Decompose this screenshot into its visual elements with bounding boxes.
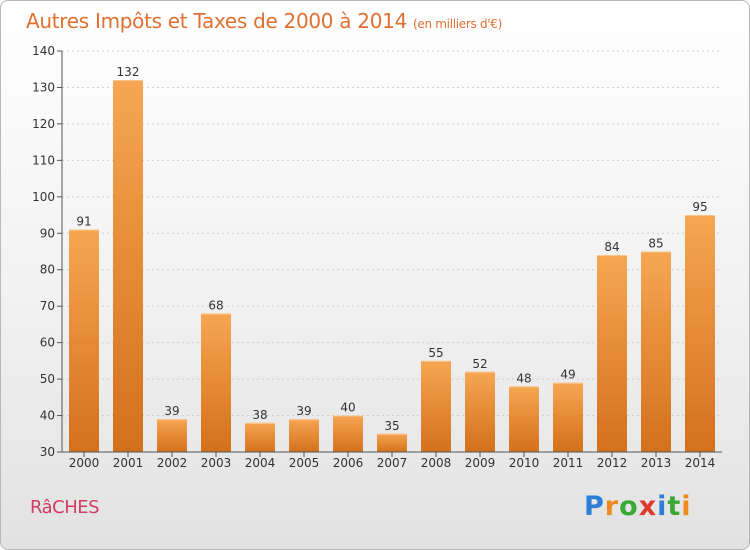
- chart-title: Autres Impôts et Taxes de 2000 à 2014 (en…: [26, 9, 502, 33]
- y-tick-label: 120: [32, 117, 55, 131]
- brand-letter: P: [584, 491, 605, 522]
- x-tick-label: 2011: [553, 456, 584, 470]
- chart-title-text: Autres Impôts et Taxes de 2000 à 2014: [26, 9, 407, 33]
- bar-2005: [289, 419, 319, 452]
- x-tick-label: 2005: [289, 456, 320, 470]
- bar-2003: [201, 313, 231, 452]
- x-tick-label: 2009: [465, 456, 496, 470]
- brand-letter: i: [657, 491, 668, 522]
- x-tick-label: 2010: [509, 456, 540, 470]
- x-tick-label: 2012: [597, 456, 628, 470]
- y-tick-label: 40: [40, 409, 55, 423]
- value-label: 38: [252, 408, 267, 422]
- value-label: 40: [340, 401, 355, 415]
- value-label: 91: [76, 215, 91, 229]
- x-tick-label: 2004: [245, 456, 276, 470]
- brand-letter: o: [619, 491, 639, 522]
- x-tick-label: 2014: [685, 456, 716, 470]
- brand-letter: t: [667, 491, 682, 522]
- x-tick-label: 2013: [641, 456, 672, 470]
- y-tick-label: 130: [32, 80, 55, 94]
- value-label: 35: [384, 419, 399, 433]
- bar-2012: [597, 255, 627, 452]
- bar-2006: [333, 415, 363, 452]
- value-label: 39: [296, 404, 311, 418]
- commune-name: RâCHES: [30, 497, 100, 518]
- bar-2014: [685, 215, 715, 452]
- bar-2001: [113, 80, 143, 452]
- value-label: 48: [516, 371, 531, 385]
- bar-2009: [465, 371, 495, 452]
- x-tick-label: 2000: [69, 456, 100, 470]
- y-tick-label: 140: [32, 44, 55, 58]
- y-tick-label: 30: [40, 445, 55, 459]
- proxiti-logo: Proxiti: [584, 491, 692, 522]
- brand-letter: i: [681, 491, 692, 522]
- brand-letter: x: [638, 491, 658, 522]
- x-tick-label: 2003: [201, 456, 232, 470]
- value-label: 52: [472, 357, 487, 371]
- y-tick-label: 60: [40, 336, 55, 350]
- labels: 30 40 50 60 70 80 90 100 110 120 130 140 91 2000 132 20…: [32, 44, 715, 470]
- value-label: 95: [692, 200, 707, 214]
- value-label: 49: [560, 368, 575, 382]
- bar-2008: [421, 360, 451, 452]
- bars: [69, 80, 715, 452]
- bar-2007: [377, 433, 407, 452]
- chart-unit: (en milliers d'€): [413, 17, 503, 31]
- bar-2011: [553, 382, 583, 452]
- value-label: 68: [208, 298, 223, 312]
- axes: [57, 50, 722, 457]
- y-tick-label: 80: [40, 263, 55, 277]
- brand-letter: r: [604, 491, 620, 522]
- value-label: 85: [648, 237, 663, 251]
- bar-2013: [641, 251, 671, 452]
- y-tick-label: 50: [40, 372, 55, 386]
- bar-2004: [245, 422, 275, 452]
- value-label: 84: [604, 240, 619, 254]
- x-tick-label: 2002: [157, 456, 188, 470]
- value-label: 39: [164, 404, 179, 418]
- y-tick-label: 70: [40, 299, 55, 313]
- x-tick-label: 2006: [333, 456, 364, 470]
- x-tick-label: 2007: [377, 456, 408, 470]
- x-tick-label: 2008: [421, 456, 452, 470]
- y-tick-label: 110: [32, 153, 55, 167]
- value-label: 132: [117, 65, 140, 79]
- y-tick-label: 90: [40, 226, 55, 240]
- bar-2000: [69, 229, 99, 452]
- x-tick-label: 2001: [113, 456, 144, 470]
- value-label: 55: [428, 346, 443, 360]
- y-tick-label: 100: [32, 190, 55, 204]
- bar-2002: [157, 419, 187, 452]
- bar-2010: [509, 386, 539, 452]
